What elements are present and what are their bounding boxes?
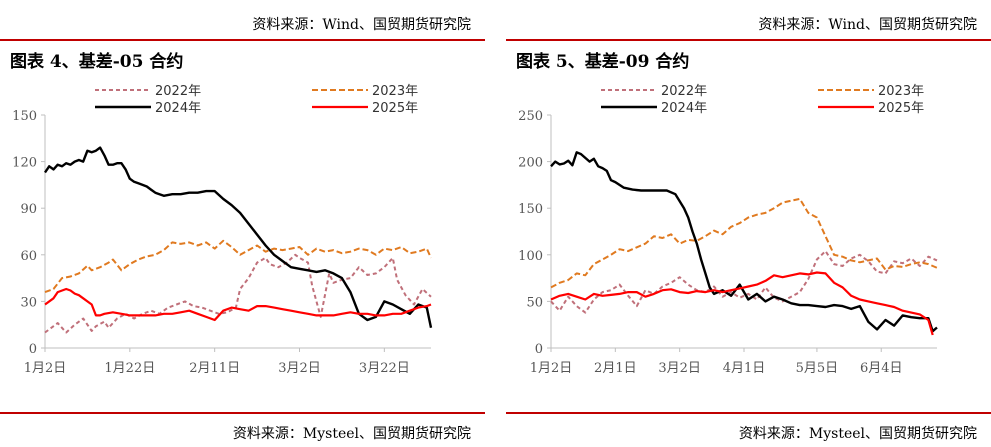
series-line-2025 [550, 271, 934, 336]
legend-label: 2022年 [661, 84, 707, 99]
x-tick-label: 1月2日 [24, 361, 67, 376]
chart-title: 图表 4、基差-05 合约 [10, 52, 184, 72]
y-tick-label: 30 [20, 295, 37, 310]
chart-panel-left: 资料来源：Wind、国贸期货研究院 图表 4、基差-05 合约 0 30 60 90 1… [0, 0, 485, 447]
y-tick-label: 60 [20, 249, 37, 264]
y-tick-label: 0 [535, 342, 543, 357]
source-top: 资料来源：Wind、国贸期货研究院 [758, 17, 977, 33]
series-line-2022 [44, 253, 432, 334]
x-tick-label: 1月22日 [104, 361, 155, 376]
chart-panel-right: 资料来源：Wind、国贸期货研究院 图表 5、基差-09 合约 0 50 100 15… [506, 0, 991, 447]
source-top: 资料来源：Wind、国贸期货研究院 [252, 17, 471, 33]
x-tick-label: 1月2日 [530, 361, 573, 376]
source-bottom: 资料来源：Mysteel、国贸期货研究院 [232, 426, 471, 442]
source-bottom: 资料来源：Mysteel、国贸期货研究院 [738, 426, 977, 442]
legend-label: 2022年 [155, 84, 201, 99]
y-tick-label: 250 [518, 109, 543, 124]
series-line-2025 [44, 287, 432, 322]
x-tick-label: 2月1日 [594, 361, 637, 376]
divider-top [0, 39, 485, 41]
chart-title: 图表 5、基差-09 合约 [516, 52, 690, 72]
basis-09-chart: 0 50 100 150 200 250 1月2日 2月1日 3月2日 4月1日 5月5日 6月4日 2… [518, 84, 938, 376]
y-tick-label: 90 [20, 202, 37, 217]
y-tick-label: 150 [518, 202, 543, 217]
x-tick-label: 3月2日 [658, 361, 701, 376]
y-tick-label: 150 [12, 109, 37, 124]
x-tick-label: 6月4日 [860, 361, 903, 376]
basis-05-chart: 0 30 60 90 120 150 1月2日 1月22日 2月11日 3月2日 3月22日 2022… [12, 84, 433, 376]
y-tick-label: 200 [518, 156, 543, 171]
divider-bottom [506, 412, 991, 414]
legend-label: 2025年 [878, 101, 924, 116]
series-line-2024 [44, 146, 433, 329]
y-tick-label: 50 [526, 295, 543, 310]
legend-label: 2024年 [661, 101, 707, 116]
legend-label: 2024年 [155, 101, 201, 116]
series-line-2023 [550, 197, 938, 289]
y-tick-label: 100 [518, 249, 543, 264]
x-tick-label: 4月1日 [723, 361, 766, 376]
x-tick-label: 2月11日 [189, 361, 240, 376]
x-tick-label: 3月2日 [278, 361, 321, 376]
series-line-2024 [550, 151, 938, 333]
x-tick-label: 5月5日 [796, 361, 839, 376]
legend-label: 2025年 [372, 101, 418, 116]
divider-bottom [0, 412, 485, 414]
legend-label: 2023年 [878, 84, 924, 99]
x-tick-label: 3月22日 [359, 361, 410, 376]
y-tick-label: 0 [29, 342, 37, 357]
y-tick-label: 120 [12, 156, 37, 171]
series-line-2022 [550, 250, 938, 314]
series-line-2023 [44, 239, 432, 294]
legend-label: 2023年 [372, 84, 418, 99]
divider-top [506, 39, 991, 41]
